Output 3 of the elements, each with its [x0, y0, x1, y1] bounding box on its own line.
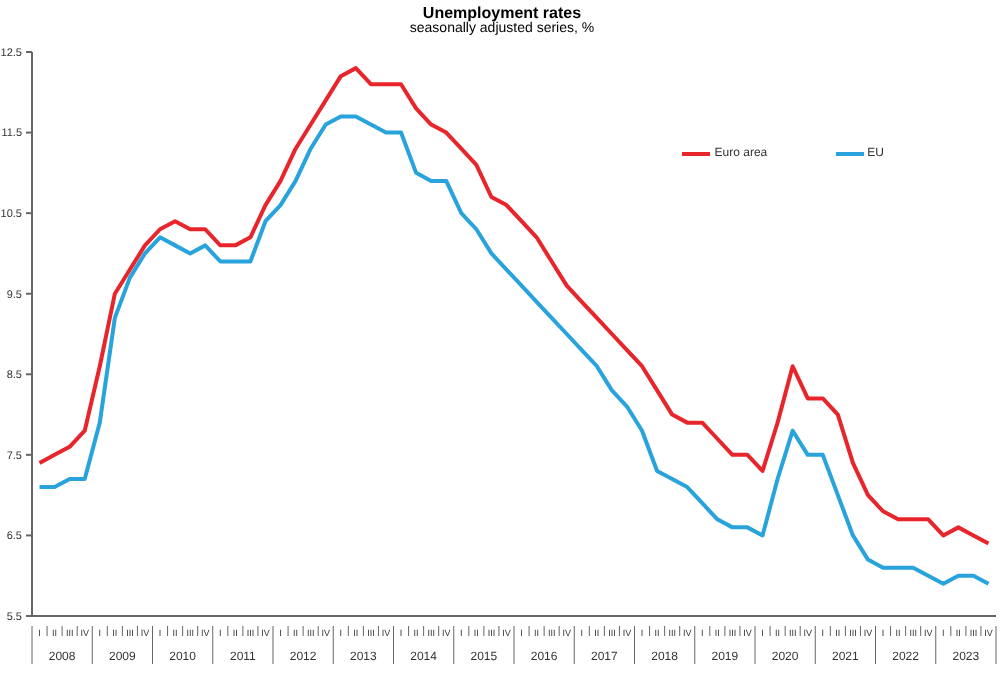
chart-title: Unemployment rates [422, 4, 584, 22]
line-series [37, 114, 991, 586]
line-series [37, 66, 991, 546]
